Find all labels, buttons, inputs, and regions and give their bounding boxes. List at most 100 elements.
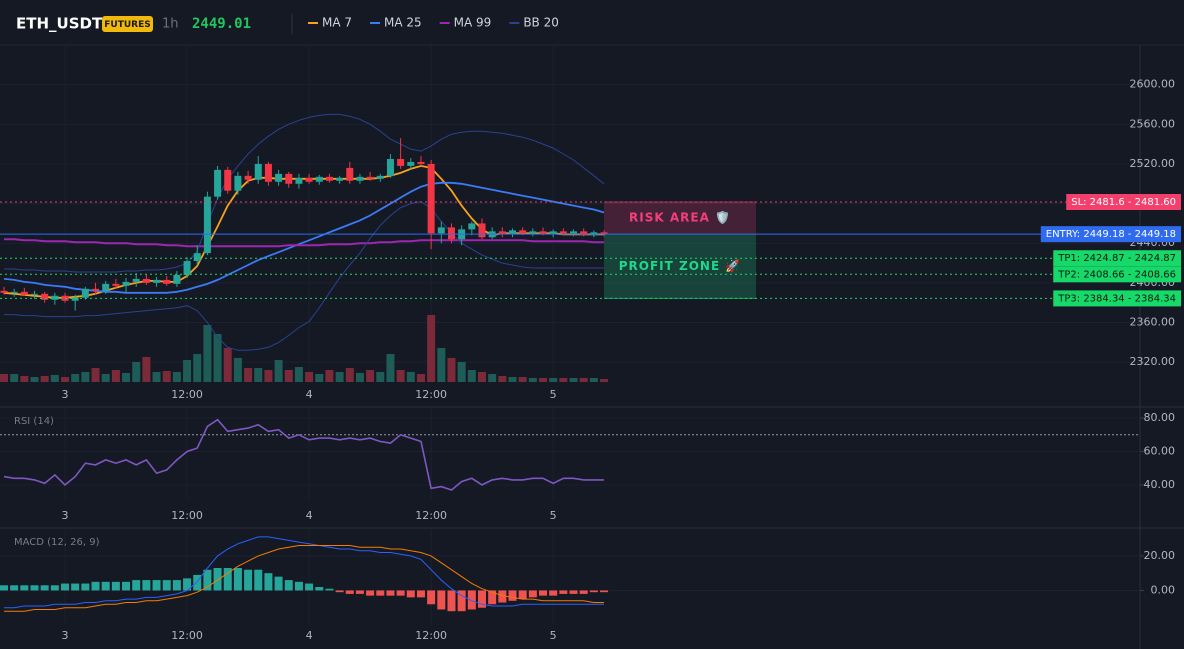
x-tick-label: 3 (62, 388, 69, 401)
volume-bar (528, 378, 537, 382)
macd-bar (508, 590, 517, 601)
candle-body (305, 177, 313, 182)
volume-bar (193, 354, 202, 382)
y-tick-label: 80.00 (1144, 411, 1176, 424)
volume-bar (20, 376, 29, 382)
candle-body (183, 261, 191, 275)
macd-bar (467, 590, 476, 610)
candle-body (20, 291, 28, 295)
candle-body (600, 232, 608, 235)
volume-bar (91, 368, 100, 382)
candle-body (31, 293, 39, 295)
macd-title: MACD (12, 26, 9) (14, 537, 100, 548)
macd-bar (579, 590, 588, 594)
candle-body (132, 278, 140, 282)
candle-body (366, 176, 374, 179)
candle-body (427, 163, 435, 234)
macd-bar (498, 590, 507, 603)
candle-body (559, 231, 567, 234)
candle-body (376, 175, 384, 179)
candle-body (81, 288, 89, 298)
macd-bar (345, 590, 354, 594)
macd-bar (71, 583, 80, 591)
macd-bar (539, 590, 548, 596)
level-tag-label: TP1: 2424.87 - 2424.87 (1057, 253, 1176, 264)
x-tick-label: 5 (550, 509, 557, 522)
candle-body (275, 173, 283, 182)
macd-line (4, 536, 604, 609)
volume-bar (30, 377, 39, 382)
volume-bar (294, 367, 303, 382)
volume-bar (10, 374, 19, 382)
candle-body (386, 158, 394, 176)
macd-bar (376, 590, 385, 596)
x-tick-label: 4 (306, 509, 313, 522)
macd-bar (396, 590, 405, 596)
volume-bar (488, 374, 497, 382)
macd-bar (294, 581, 303, 591)
ma-line (4, 238, 604, 248)
level-tag-label: SL: 2481.6 - 2481.60 (1071, 197, 1176, 208)
volume-bar (111, 370, 120, 382)
candle-body (570, 231, 578, 234)
rsi-line (3, 418, 604, 491)
candle-body (509, 230, 516, 235)
volume-bar (40, 376, 49, 382)
macd-bar (81, 583, 90, 591)
candle-body (71, 297, 79, 301)
macd-bar (366, 590, 375, 596)
macd-bar (30, 585, 39, 591)
x-tick-label: 12:00 (171, 629, 203, 642)
volume-bar (305, 372, 314, 382)
candle-body (315, 176, 323, 182)
plot: 3 12:00 4 12:00 52320.002360.002400.002440.0… (0, 45, 1181, 642)
macd-bar (0, 585, 8, 591)
volume-bar (213, 334, 222, 382)
volume-bar (579, 378, 588, 382)
volume-bar (223, 348, 232, 382)
zone (604, 234, 756, 299)
y-tick-label: 2360.00 (1130, 316, 1176, 329)
badge-bg (102, 16, 153, 32)
candle-body (478, 223, 486, 238)
candle-body (580, 231, 588, 236)
volume-bar (152, 372, 161, 382)
macd-bar (183, 578, 192, 591)
volume-bar (183, 360, 192, 382)
volume-bar (549, 378, 558, 382)
volume-bar (274, 360, 283, 382)
macd-bar (10, 585, 19, 591)
candle-body (498, 231, 506, 235)
volume-bar (0, 374, 8, 382)
symbol: ETH_USDT (16, 15, 103, 33)
candle-body (397, 158, 405, 166)
volume-bar (244, 368, 253, 382)
macd-bar (101, 581, 110, 591)
volume-bar (457, 362, 466, 382)
y-tick-label: 2600.00 (1130, 78, 1176, 91)
macd-bar (488, 590, 497, 605)
x-tick-label: 12:00 (415, 509, 447, 522)
macd-bar (589, 590, 598, 593)
macd-bar (477, 590, 486, 608)
macd-bar (213, 568, 222, 591)
candle-body (203, 196, 211, 254)
volume-bar (81, 372, 90, 382)
candle-body (437, 227, 445, 234)
macd-bar (122, 581, 131, 591)
volume-bar (559, 378, 568, 382)
volume-bar (162, 371, 171, 382)
candle-body (41, 293, 49, 300)
zone-label: RISK AREA 🛡️ (629, 211, 731, 225)
volume-bar (600, 379, 609, 382)
candle-body (539, 231, 547, 235)
macd-bar (264, 573, 273, 591)
macd-bar (61, 583, 70, 591)
candle-body (234, 175, 242, 191)
macd-bar (233, 568, 242, 591)
volume-bar (284, 370, 293, 382)
volume-bar (437, 348, 446, 382)
volume-bar (325, 370, 334, 382)
macd-bar (559, 590, 568, 594)
macd-bar (315, 587, 324, 591)
